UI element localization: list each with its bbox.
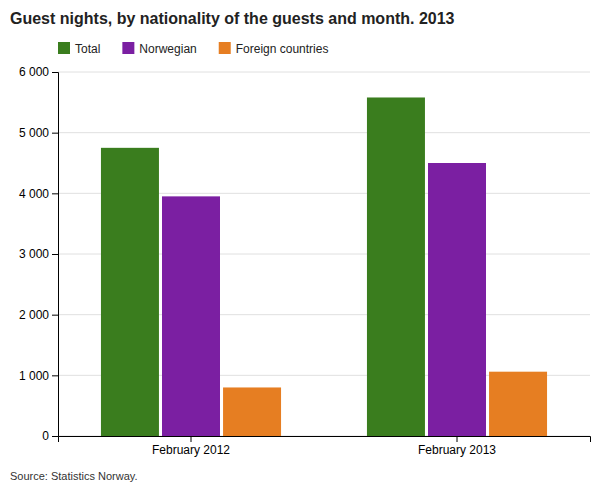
y-tick-label: 4 000 [19,187,49,201]
legend-item: Foreign countries [219,42,329,56]
y-tick-label: 1 000 [19,369,49,383]
x-axis: February 2012 February 2013 [59,436,591,457]
y-tick-label: 5 000 [19,126,49,140]
x-tick: February 2013 [418,436,496,457]
legend-item: Norwegian [122,42,196,56]
legend: Total Norwegian Foreign countries [58,42,328,56]
y-tick-mark [52,375,58,376]
chart-svg: Guest nights, by nationality of the gues… [0,0,610,488]
y-tick-label: 3 000 [19,247,49,261]
bar [367,97,425,436]
legend-label: Norwegian [139,42,196,56]
y-tick: 6 000 [19,65,58,79]
x-tick-mark [457,436,458,442]
y-tick-label: 0 [42,429,49,443]
legend-swatch [219,42,231,54]
y-tick-mark [52,436,58,437]
y-tick-mark [52,254,58,255]
y-tick: 3 000 [19,247,58,261]
bar-series [101,97,425,436]
bars [101,97,547,436]
y-tick-label: 6 000 [19,65,49,79]
legend-label: Foreign countries [236,42,329,56]
legend-swatch [122,42,134,54]
y-axis: 0 1 000 2 000 3 000 4 000 5 000 6 000 [19,65,59,443]
bar [162,196,220,436]
legend-label: Total [75,42,100,56]
x-tick-label: February 2013 [418,443,496,457]
bar [489,372,547,436]
plot-area: 0 1 000 2 000 3 000 4 000 5 000 6 000 February … [19,65,591,456]
y-tick-mark [52,193,58,194]
x-tick: February 2012 [152,436,230,457]
grid-line [58,132,590,133]
y-tick-mark [52,72,58,73]
bar-series [223,372,547,436]
title: Guest nights, by nationality of the gues… [10,10,455,27]
y-tick-mark [52,133,58,134]
grid [58,72,590,436]
annotation: Source: Statistics Norway. [10,470,138,482]
bar [101,148,159,436]
x-axis-domain [59,437,591,443]
y-tick: 5 000 [19,126,58,140]
y-tick-label: 2 000 [19,308,49,322]
y-axis-domain [52,73,59,437]
legend-swatch [58,42,70,54]
y-tick-mark [52,315,58,316]
bar [223,387,281,436]
y-tick: 0 [42,429,58,443]
y-tick: 2 000 [19,308,58,322]
grid-line [58,72,590,73]
bar-series [162,163,486,436]
y-tick: 4 000 [19,187,58,201]
legend-item: Total [58,42,100,56]
x-tick-mark [191,436,192,442]
bar [428,163,486,436]
y-tick: 1 000 [19,369,58,383]
x-tick-label: February 2012 [152,443,230,457]
